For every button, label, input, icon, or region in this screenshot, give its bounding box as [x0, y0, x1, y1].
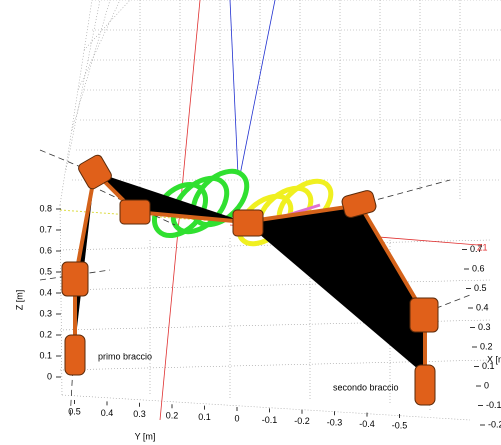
annotation: primo braccio — [98, 351, 152, 361]
y-tick-label: 0.4 — [101, 408, 114, 418]
y-tick-label: 0 — [234, 413, 239, 423]
z-tick-label: 0.6 — [39, 245, 52, 255]
y-tick-label: 0.3 — [133, 409, 146, 419]
x-tick-label: 0 — [484, 380, 489, 390]
z-tick-label: 0.5 — [39, 266, 52, 276]
x-tick-label: 0.2 — [480, 341, 493, 351]
scene: Z [m] Y [m] X [m Z1 primo braccio second… — [0, 0, 501, 445]
x-tick-label: 0.1 — [482, 361, 495, 371]
x-tick-label: 0.6 — [472, 263, 485, 273]
z-tick-label: 0 — [47, 371, 52, 381]
y-tick-label: 0.1 — [198, 412, 211, 422]
z-tick-label: 0.2 — [39, 329, 52, 339]
z-tick-label: 0.1 — [39, 350, 52, 360]
z-tick-label: 0.4 — [39, 287, 52, 297]
robot — [62, 153, 438, 405]
y-tick-label: 0.2 — [166, 411, 179, 421]
axis-line — [240, 0, 275, 175]
z-tick-label: 0.8 — [39, 203, 52, 213]
y-tick-label: 0.5 — [68, 406, 81, 416]
y-tick-label: -0.3 — [327, 418, 343, 428]
x-tick-label: 0.5 — [474, 283, 487, 293]
y-tick-label: -0.5 — [392, 420, 408, 430]
z-axis-label: Z [m] — [14, 290, 24, 311]
x-tick-label: -0.1 — [486, 400, 501, 410]
x-tick-label: 0.7 — [470, 244, 483, 254]
x-tick-label: 0.3 — [478, 322, 491, 332]
annotation: secondo braccio — [333, 382, 399, 392]
y-tick-label: -0.4 — [359, 419, 375, 429]
axis-line — [230, 0, 238, 175]
y-tick-label: -0.1 — [262, 415, 278, 425]
y-axis-label: Y [m] — [135, 431, 156, 441]
z-tick-label: 0.3 — [39, 308, 52, 318]
y-tick-label: -0.2 — [294, 416, 310, 426]
x-tick-label: 0.4 — [476, 302, 489, 312]
x-tick-label: -0.2 — [488, 419, 501, 429]
z-tick-label: 0.7 — [39, 224, 52, 234]
